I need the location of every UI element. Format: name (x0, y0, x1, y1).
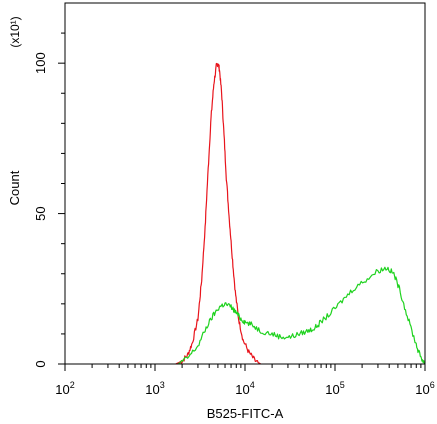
x-tick-label: 106 (415, 380, 434, 397)
y-axis-label: Count (7, 170, 22, 205)
y-multiplier-label: (x10¹) (8, 16, 22, 47)
y-tick-label: 100 (33, 52, 48, 74)
series-line (175, 62, 262, 365)
x-axis-label: B525-FITC-A (207, 406, 284, 421)
x-tick-label: 102 (55, 380, 74, 397)
tick-labels: 102 103 104 105 106 0 50 100 (33, 52, 435, 397)
series-line (177, 266, 426, 365)
tick-marks (58, 32, 426, 371)
series-layer (175, 62, 426, 365)
x-tick-label: 105 (325, 380, 344, 397)
x-tick-label: 104 (235, 380, 254, 397)
y-tick-label: 50 (33, 206, 48, 220)
x-tick-label: 103 (145, 380, 164, 397)
plot-frame (64, 2, 426, 365)
y-tick-label: 0 (33, 360, 48, 367)
